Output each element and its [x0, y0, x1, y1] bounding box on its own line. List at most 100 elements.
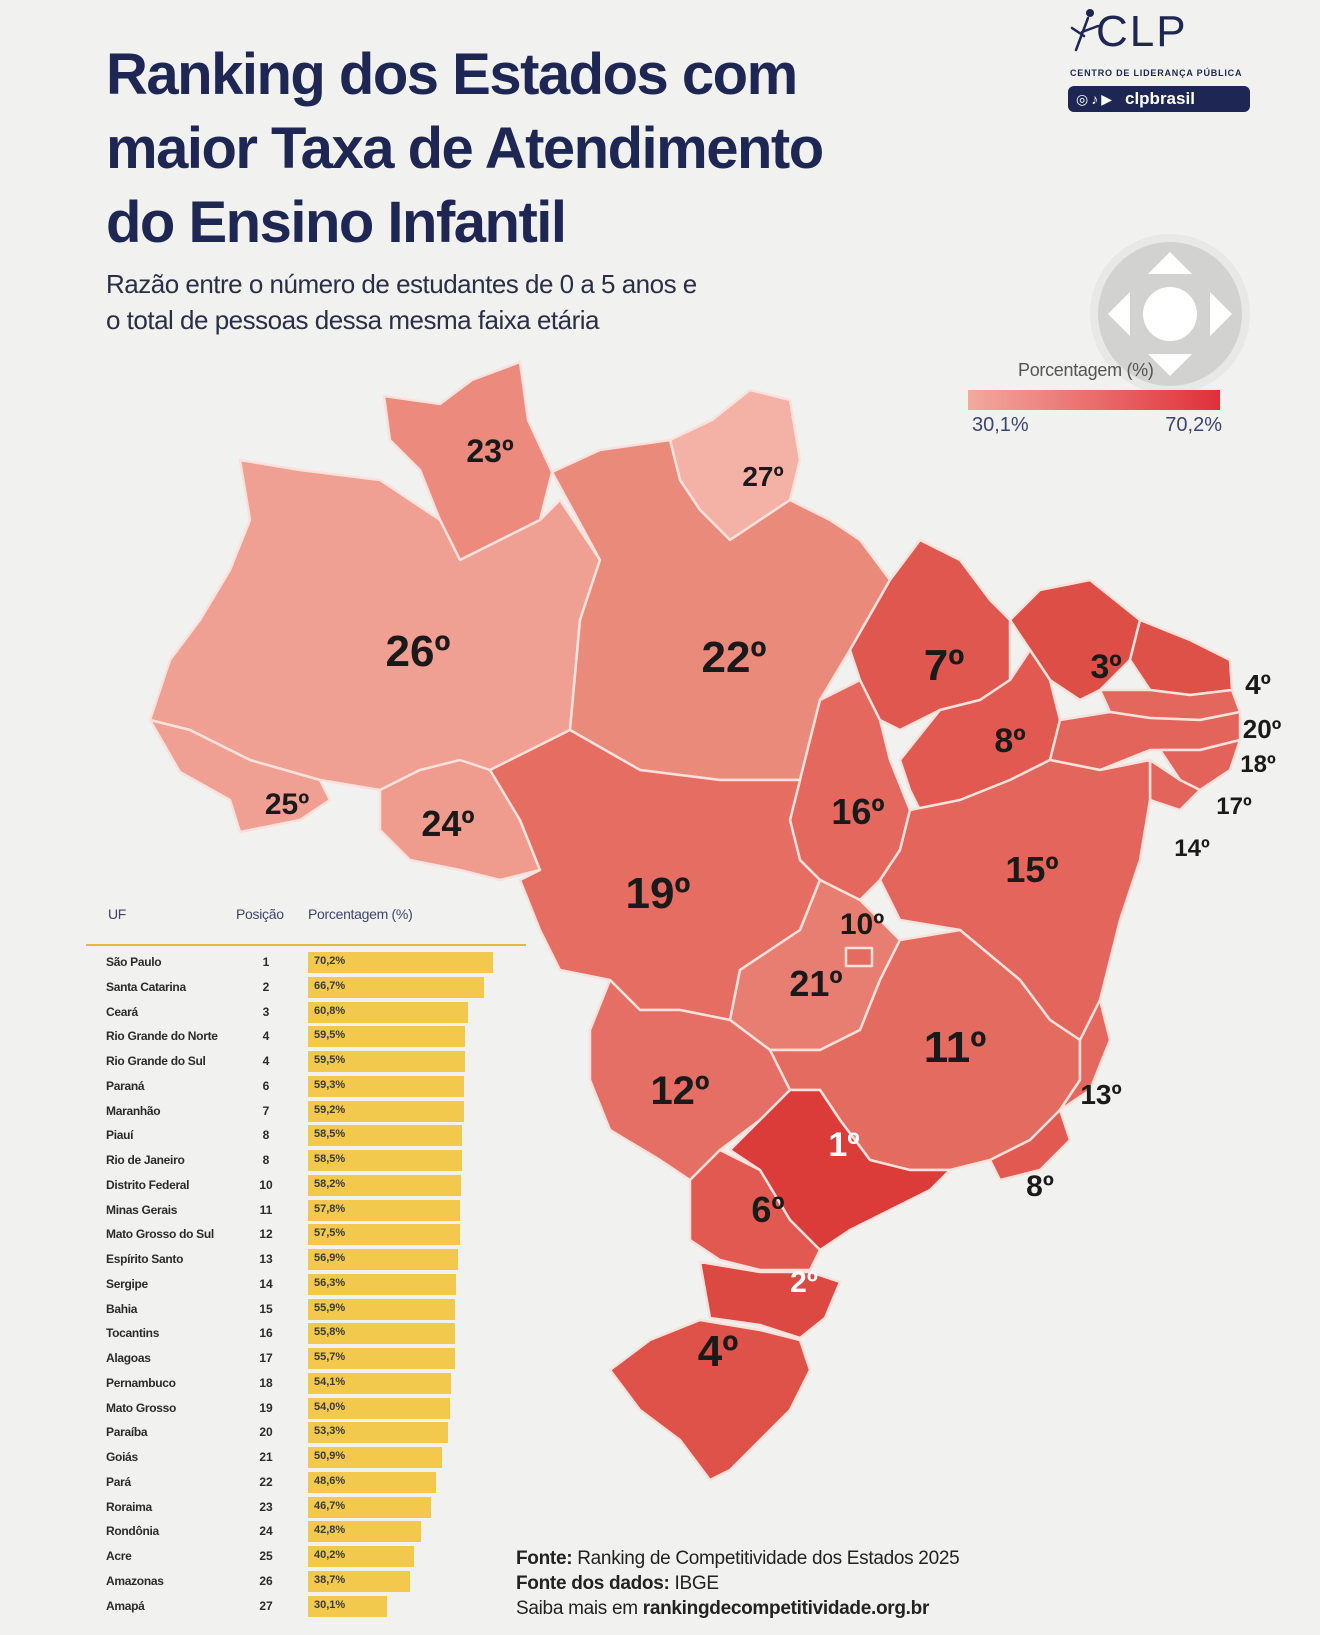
row-uf: Paraná: [106, 1078, 145, 1093]
dados-label: Fonte dos dados:: [516, 1573, 670, 1594]
row-uf: Piauí: [106, 1128, 134, 1143]
row-porcentagem: 70,2%: [314, 955, 346, 967]
row-uf: Mato Grosso do Sul: [106, 1227, 214, 1242]
row-bar: [308, 1471, 437, 1493]
youtube-icon: ▶: [1101, 90, 1115, 107]
pan-up-icon[interactable]: [1148, 252, 1192, 274]
row-porcentagem: 55,9%: [314, 1301, 346, 1314]
row-uf: Pará: [106, 1474, 131, 1489]
table-row: Maranhão 7 59,2%: [86, 1099, 526, 1124]
subtitle: Razão entre o número de estudantes de 0 …: [106, 266, 806, 338]
row-bar: [308, 952, 493, 973]
brazil-map: 23º 27º 26º 22º 25º 24º 7º 3º 8º 4º 20º …: [148, 360, 1282, 1482]
state-pr: [688, 1148, 822, 1272]
table-row: Amapá 27 30,1%: [86, 1594, 526, 1619]
row-bar: [308, 1125, 463, 1147]
rank-label-se: 14º: [1174, 835, 1210, 862]
table-row: Amazonas 26 38,7%: [86, 1569, 526, 1594]
row-uf: Alagoas: [106, 1351, 151, 1365]
row-porcentagem: 57,5%: [314, 1227, 346, 1240]
map-navigation-control[interactable]: [1088, 232, 1252, 396]
row-bar: [308, 1521, 421, 1543]
row-posicao: 24: [259, 1524, 273, 1539]
fonte-text: Ranking de Competitividade dos Estados 2…: [577, 1548, 960, 1569]
rank-label-rn: 4º: [1245, 669, 1271, 700]
row-uf: Paraíba: [106, 1425, 148, 1440]
rank-label-ce: 3º: [1090, 648, 1121, 686]
more-info-line: Saiba mais em rankingdecompetitividade.o…: [516, 1596, 1236, 1621]
subtitle-line-2: o total de pessoas dessa mesma faixa etá…: [106, 305, 600, 335]
row-porcentagem: 40,2%: [314, 1549, 346, 1561]
table-row: Acre 25 40,2%: [86, 1544, 526, 1569]
row-posicao: 1: [262, 955, 270, 969]
table-row: Rio de Janeiro 8 58,5%: [86, 1148, 526, 1173]
rank-label-rs: 4º: [698, 1327, 739, 1376]
row-bar: [308, 1001, 469, 1023]
rank-label-pi: 8º: [994, 722, 1025, 760]
state-rn: [1128, 618, 1234, 697]
table-row: Roraima 23 46,7%: [86, 1495, 526, 1520]
row-posicao: 3: [262, 1004, 270, 1019]
row-porcentagem: 60,8%: [314, 1004, 346, 1017]
table-row: Rondônia 24 42,8%: [86, 1519, 526, 1544]
row-posicao: 12: [259, 1227, 273, 1242]
legend-max: 70,2%: [1165, 414, 1222, 436]
website-link[interactable]: rankingdecompetitividade.org.br: [642, 1598, 930, 1619]
row-porcentagem: 53,3%: [314, 1425, 346, 1438]
row-porcentagem: 42,8%: [314, 1524, 346, 1537]
rank-label-go: 21º: [789, 963, 842, 1004]
row-uf: Rondônia: [106, 1524, 159, 1539]
row-posicao: 19: [259, 1400, 273, 1415]
row-bar: [308, 1546, 414, 1567]
row-uf: Amazonas: [106, 1573, 164, 1588]
table-row: Ceará 3 60,8%: [86, 1000, 526, 1025]
table-row: Mato Grosso 19 54,0%: [86, 1396, 526, 1421]
row-posicao: 7: [262, 1103, 270, 1118]
row-posicao: 4: [262, 1029, 270, 1044]
rank-label-mg: 11º: [924, 1023, 987, 1072]
row-bar: [308, 976, 484, 998]
state-sc: [698, 1260, 842, 1340]
row-bar: [308, 1298, 456, 1320]
table-row: Distrito Federal 10 58,2%: [86, 1173, 526, 1198]
row-posicao: 18: [259, 1375, 273, 1390]
state-ac: [148, 718, 332, 834]
pan-down-icon[interactable]: [1148, 354, 1192, 376]
row-posicao: 2: [262, 979, 270, 994]
pan-left-icon[interactable]: [1108, 292, 1130, 336]
row-porcentagem: 46,7%: [314, 1499, 346, 1512]
color-legend: Porcentagem (%) 30,1% 70,2%: [968, 360, 1222, 440]
social-bar[interactable]: ◎♪▶ clpbrasil: [1068, 86, 1250, 112]
row-uf: Espírito Santo: [106, 1252, 184, 1266]
state-ba: [878, 758, 1152, 1042]
row-bar: [308, 1051, 465, 1072]
row-porcentagem: 30,1%: [314, 1598, 346, 1611]
page-title: Ranking dos Estados com maior Taxa de At…: [106, 38, 986, 260]
pan-right-icon[interactable]: [1210, 292, 1232, 336]
table-row: Alagoas 17 55,7%: [86, 1346, 526, 1371]
rank-label-al: 17º: [1216, 793, 1252, 820]
row-uf: Pernambuco: [106, 1375, 176, 1390]
row-porcentagem: 54,1%: [314, 1375, 346, 1388]
row-posicao: 22: [259, 1474, 273, 1489]
table-row: Santa Catarina 2 66,7%: [86, 975, 526, 1000]
row-posicao: 16: [259, 1326, 273, 1341]
clp-logo-mark: CLP: [1070, 7, 1186, 56]
row-porcentagem: 59,5%: [314, 1054, 346, 1066]
rank-label-pe: 18º: [1240, 751, 1276, 778]
row-bar: [308, 1595, 388, 1617]
row-uf: Rio Grande do Norte: [106, 1029, 218, 1044]
rank-label-rj: 8º: [1026, 1170, 1054, 1203]
row-bar: [308, 1199, 461, 1221]
table-row: Bahia 15 55,9%: [86, 1297, 526, 1322]
row-posicao: 27: [259, 1598, 273, 1613]
rank-label-ro: 24º: [421, 803, 474, 844]
header-uf: UF: [108, 906, 127, 922]
rank-label-pb: 20º: [1243, 714, 1282, 744]
table-row: Sergipe 14 56,3%: [86, 1272, 526, 1297]
row-uf: Amapá: [106, 1598, 145, 1613]
row-bar: [308, 1273, 457, 1295]
clp-logo: CLP CENTRO DE LIDERANÇA PÚBLICA ◎♪▶ clpb…: [1068, 6, 1258, 112]
row-porcentagem: 55,8%: [314, 1326, 346, 1339]
row-bar: [308, 1397, 451, 1419]
